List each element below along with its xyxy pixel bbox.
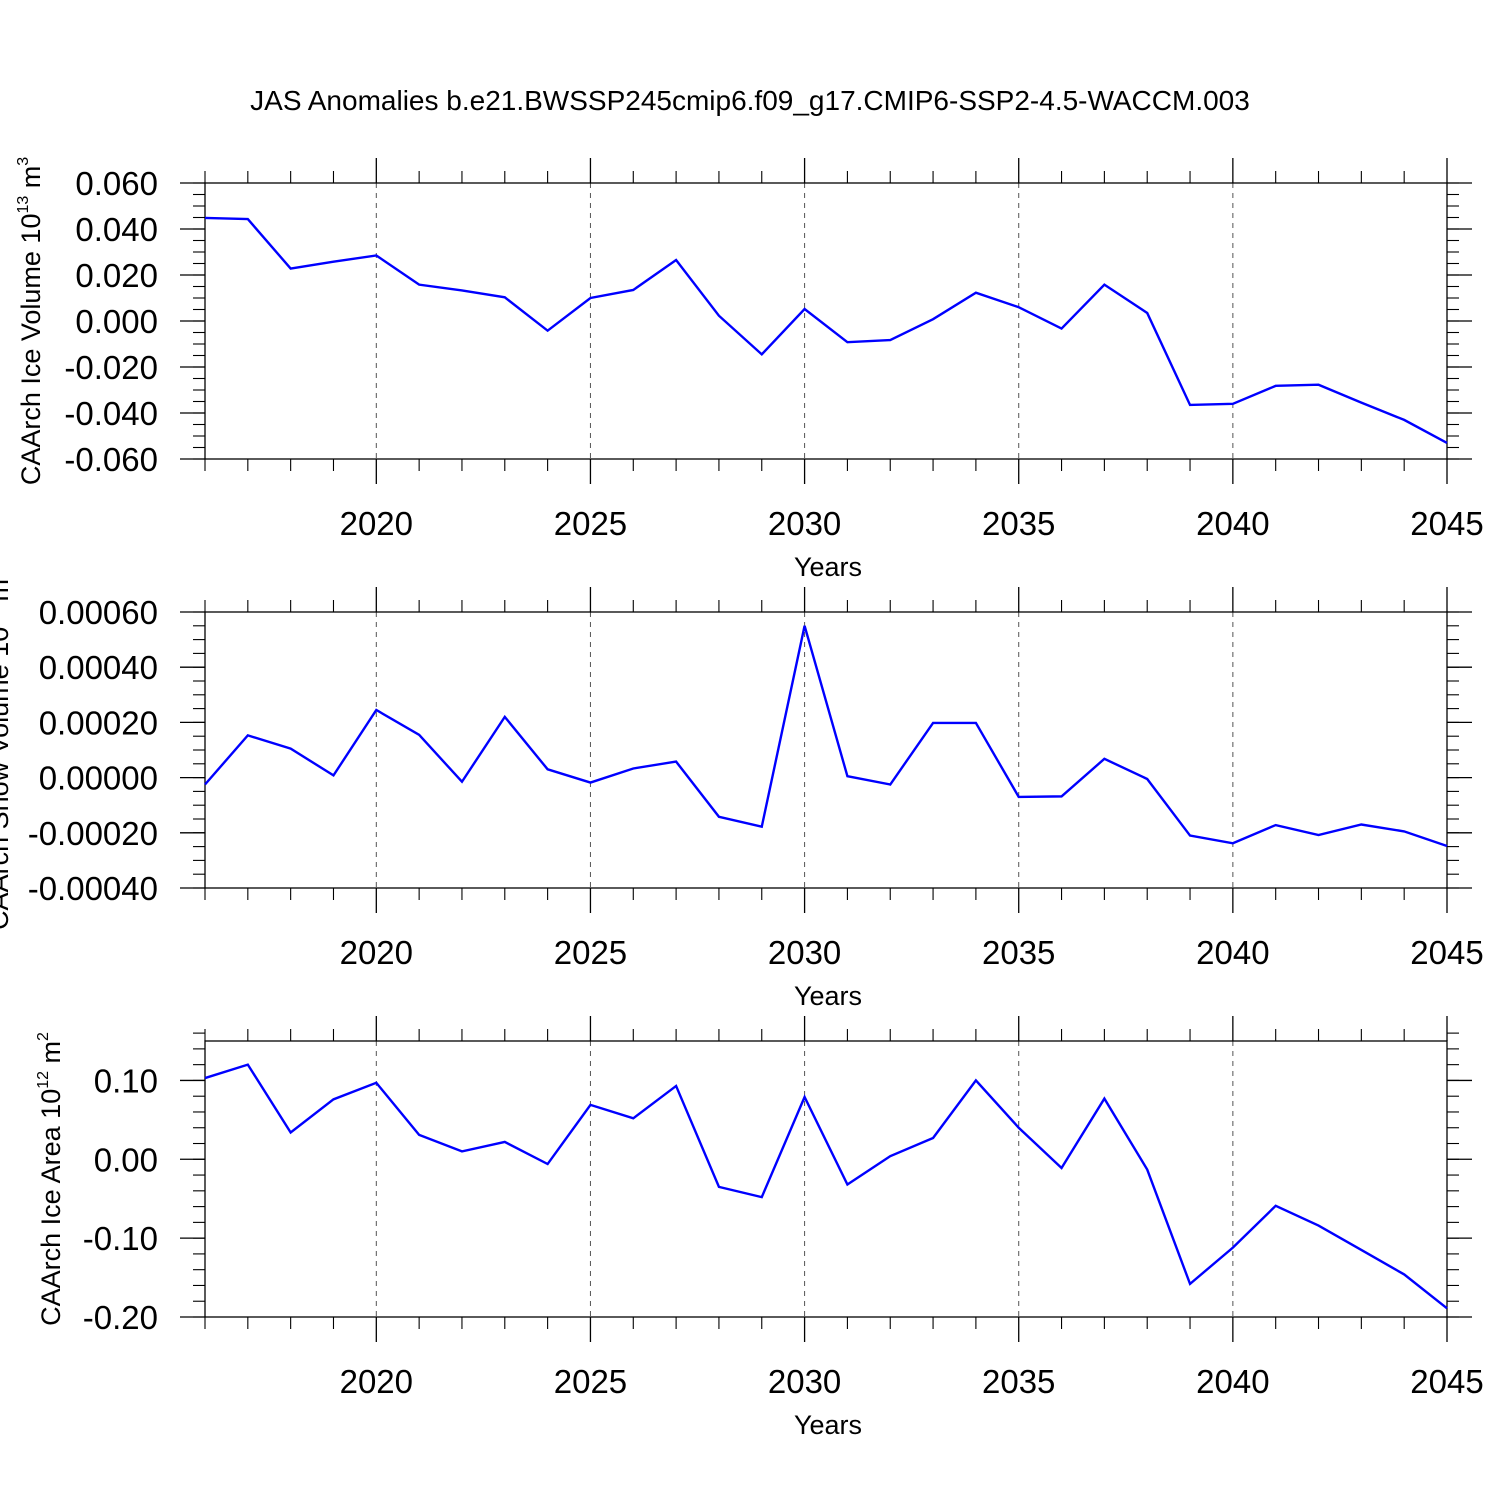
x-tick-label: 2040 [1196, 1363, 1269, 1400]
y-tick-label: -0.020 [64, 349, 158, 386]
x-tick-label: 2035 [982, 1363, 1055, 1400]
y-tick-label: 0.00020 [39, 704, 158, 741]
y-tick-label: 0.040 [75, 211, 158, 248]
x-tick-label: 2020 [340, 934, 413, 971]
y-tick-label: 0.000 [75, 303, 158, 340]
y-tick-label: 0.00000 [39, 760, 158, 797]
x-axis-title: Years [794, 981, 862, 1011]
x-tick-label: 2025 [554, 505, 627, 542]
y-tick-label: -0.10 [83, 1220, 158, 1257]
x-tick-label: 2030 [768, 934, 841, 971]
y-tick-label: -0.20 [83, 1299, 158, 1336]
x-tick-label: 2020 [340, 505, 413, 542]
x-tick-label: 2035 [982, 505, 1055, 542]
x-tick-label: 2045 [1410, 505, 1483, 542]
y-tick-label: 0.060 [75, 165, 158, 202]
y-tick-label: -0.00020 [28, 815, 158, 852]
y-tick-label: 0.020 [75, 257, 158, 294]
y-tick-label: -0.00040 [28, 870, 158, 907]
x-tick-label: 2030 [768, 505, 841, 542]
y-tick-label: 0.10 [94, 1062, 158, 1099]
x-tick-label: 2025 [554, 934, 627, 971]
x-tick-label: 2040 [1196, 505, 1269, 542]
y-tick-label: -0.040 [64, 395, 158, 432]
x-tick-label: 2035 [982, 934, 1055, 971]
x-tick-label: 2020 [340, 1363, 413, 1400]
figure-title: JAS Anomalies b.e21.BWSSP245cmip6.f09_g1… [250, 85, 1250, 116]
y-tick-label: 0.00060 [39, 594, 158, 631]
x-tick-label: 2025 [554, 1363, 627, 1400]
x-tick-label: 2030 [768, 1363, 841, 1400]
x-axis-title: Years [794, 1410, 862, 1440]
x-tick-label: 2045 [1410, 934, 1483, 971]
y-tick-label: 0.00 [94, 1141, 158, 1178]
y-tick-label: 0.00040 [39, 649, 158, 686]
x-tick-label: 2045 [1410, 1363, 1483, 1400]
y-tick-label: -0.060 [64, 441, 158, 478]
x-axis-title: Years [794, 552, 862, 582]
x-tick-label: 2040 [1196, 934, 1269, 971]
